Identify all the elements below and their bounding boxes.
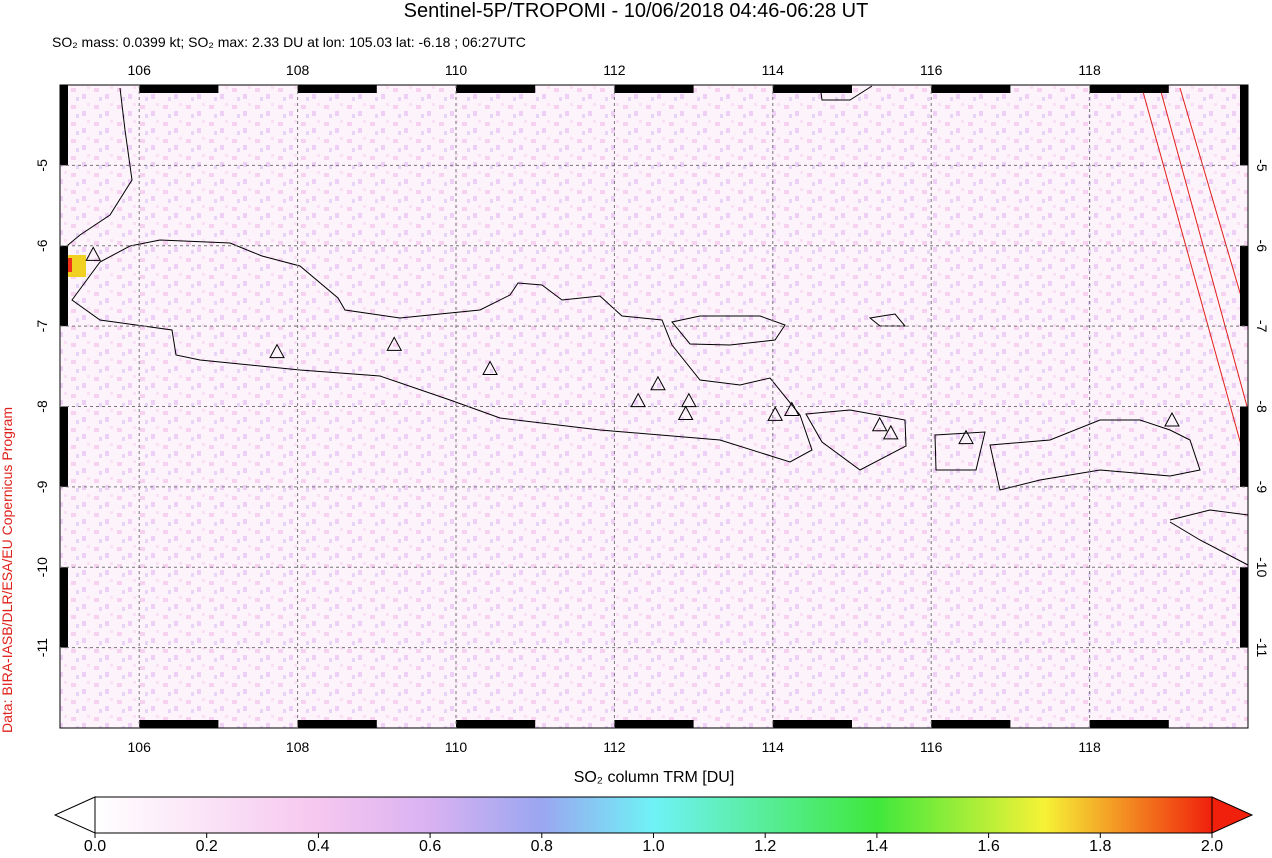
- colorbar: 0.0 0.2 0.4 0.6 0.8 1.0 1.2 1.4 1.6 1.8 2.0: [53, 796, 1254, 855]
- subtitle: SO₂ mass: 0.0399 kt; SO₂ max: 2.33 DU at…: [52, 34, 526, 50]
- x-tick-label: 116: [920, 739, 943, 755]
- volcano: [871, 416, 888, 432]
- frame-band: [1240, 406, 1248, 487]
- y-tick-label: -7: [34, 320, 50, 333]
- frame-band: [1240, 245, 1248, 327]
- y-tick-label: -11: [1254, 638, 1270, 657]
- volcano: [958, 429, 974, 445]
- frame-band: [60, 245, 68, 327]
- volcano: [386, 336, 403, 351]
- volcano: [1164, 411, 1180, 427]
- volcano: [85, 246, 102, 261]
- frame-band: [931, 720, 1011, 728]
- y-tick-label: -9: [1254, 481, 1270, 494]
- colorbar-tick-label: 0.8: [531, 838, 553, 853]
- colorbar-tick-label: 0.6: [419, 838, 441, 853]
- y-tick-label: -5: [34, 159, 50, 172]
- volcano: [650, 375, 666, 391]
- coastline: [71, 239, 813, 463]
- colorbar-tick-label: 0.4: [307, 838, 329, 853]
- frame-band: [772, 85, 852, 93]
- frame-band: [1089, 85, 1169, 93]
- y-tick-label: -10: [34, 557, 50, 577]
- colorbar-gradient: [94, 796, 1213, 834]
- coastline: [934, 431, 986, 471]
- volcano: [681, 392, 697, 408]
- volcano: [882, 424, 899, 440]
- y-tick-label: -5: [1254, 159, 1270, 172]
- frame-band: [614, 720, 694, 728]
- frame-band: [1089, 720, 1169, 728]
- volcano: [630, 392, 646, 408]
- frame-band: [60, 85, 68, 166]
- x-tick-label: 116: [920, 62, 943, 78]
- x-tick-label: 110: [445, 739, 468, 755]
- colorbar-tick-label: 1.6: [977, 838, 999, 853]
- y-tick-label: -8: [34, 400, 50, 413]
- y-tick-label: -6: [34, 239, 50, 252]
- coastline: [1169, 509, 1249, 566]
- colorbar-tick-label: 1.4: [866, 838, 888, 853]
- frame-band: [60, 567, 68, 648]
- volcano: [482, 360, 498, 376]
- frame-band: [1240, 85, 1248, 166]
- coastline: [805, 409, 907, 471]
- volcano: [783, 401, 800, 417]
- volcano: [677, 405, 694, 421]
- colorbar-tick-label: 0.0: [84, 838, 106, 853]
- frame-band: [1240, 567, 1248, 648]
- frame-band: [139, 85, 219, 93]
- frame-band: [297, 720, 377, 728]
- colorbar-tick-label: 0.2: [196, 838, 218, 853]
- frame-band: [456, 720, 536, 728]
- colorbar-under: [53, 796, 96, 834]
- x-tick-label: 108: [286, 739, 310, 755]
- frame-band: [297, 85, 377, 93]
- coastline: [868, 313, 907, 327]
- frame-band: [614, 85, 694, 93]
- frame-band: [931, 85, 1011, 93]
- colorbar-over: [1211, 796, 1254, 834]
- volcano: [767, 406, 784, 421]
- colorbar-tick-label: 1.2: [754, 838, 776, 853]
- y-tick-label: -6: [1254, 240, 1270, 253]
- x-tick-label: 106: [128, 62, 152, 78]
- colorbar-tick-label: 2.0: [1201, 838, 1223, 853]
- coastline: [989, 419, 1201, 491]
- y-tick-label: -7: [1254, 320, 1270, 333]
- y-tick-label: -8: [1254, 400, 1270, 413]
- map: [59, 84, 1249, 729]
- colorbar-label: SO₂ column TRM [DU]: [574, 769, 735, 786]
- credit: Data: BIRA-IASB/DLR/ESA/EU Copernicus Pr…: [0, 407, 15, 733]
- frame-band: [139, 720, 219, 728]
- colorbar-tick-label: 1.0: [642, 838, 664, 853]
- x-tick-label: 118: [1078, 739, 1101, 755]
- x-tick-label: 108: [286, 62, 310, 78]
- frame-band: [772, 720, 852, 728]
- x-tick-label: 110: [445, 62, 468, 78]
- x-tick-label: 112: [603, 62, 626, 78]
- x-tick-label: 106: [128, 739, 152, 755]
- y-tick-label: -9: [34, 480, 50, 493]
- coastline: [61, 87, 133, 251]
- title: Sentinel-5P/TROPOMI - 10/06/2018 04:46-0…: [404, 0, 869, 22]
- coastline: [671, 315, 786, 346]
- frame-band: [456, 85, 536, 93]
- y-tick-label: -11: [34, 638, 50, 657]
- colorbar-tick-label: 1.8: [1089, 838, 1111, 853]
- x-tick-label: 112: [603, 739, 626, 755]
- x-tick-label: 114: [762, 62, 785, 78]
- frame-band: [60, 406, 68, 487]
- x-tick-label: 114: [762, 739, 785, 755]
- y-tick-label: -10: [1254, 557, 1270, 577]
- x-tick-label: 118: [1078, 62, 1101, 78]
- volcano: [269, 343, 285, 359]
